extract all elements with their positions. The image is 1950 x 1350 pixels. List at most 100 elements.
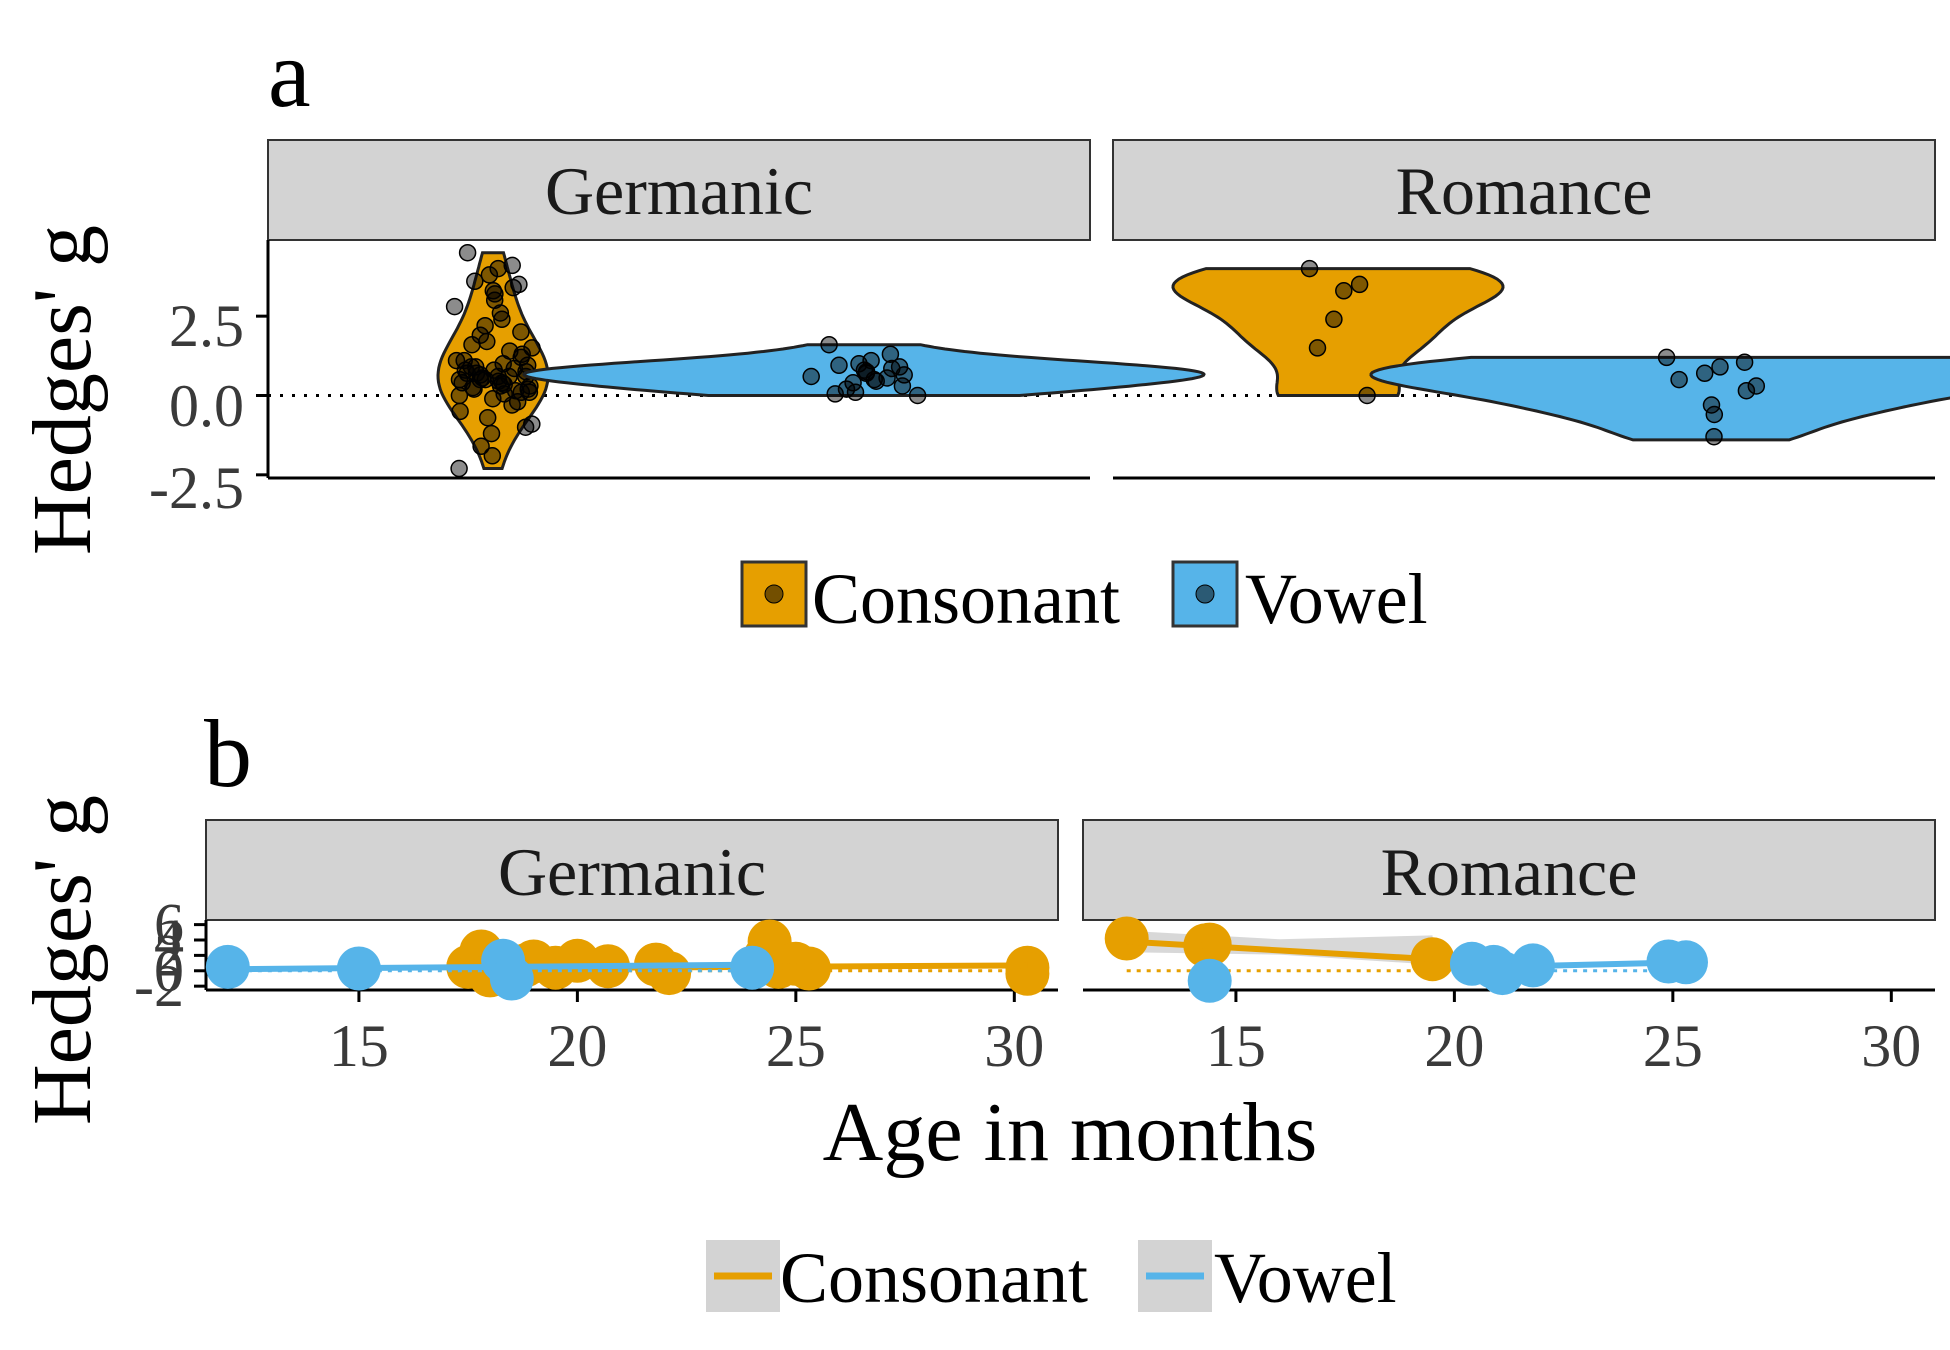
point-germanic-consonant xyxy=(455,351,473,370)
point-germanic-consonant xyxy=(512,323,530,341)
point-germanic-consonant xyxy=(489,259,507,278)
legend-b: Consonant Vowel xyxy=(706,1238,1397,1318)
point-germanic-consonant xyxy=(504,278,522,297)
a-ylabel: Hedges' g xyxy=(16,225,109,555)
point-germanic-consonant xyxy=(472,437,490,456)
point-germanic-consonant xyxy=(503,256,521,275)
point-romance-vowel xyxy=(1705,405,1724,424)
point-romance-vowel xyxy=(1187,958,1232,1003)
point-germanic-vowel xyxy=(846,383,865,402)
point-germanic-vowel xyxy=(205,944,250,989)
point-germanic-consonant xyxy=(466,272,484,291)
point-germanic-vowel xyxy=(826,385,844,403)
point-romance-vowel xyxy=(1735,353,1754,371)
point-romance-vowel xyxy=(1670,370,1688,389)
b-ytick-3: 0 xyxy=(154,938,184,1004)
legend-a-vowel-dot xyxy=(1195,584,1215,604)
point-germanic-consonant xyxy=(483,447,502,465)
panel-a-tag: a xyxy=(268,20,311,127)
point-germanic-consonant xyxy=(478,332,496,351)
strip-b-romance-label: Romance xyxy=(1381,834,1638,910)
legend-a-consonant-dot xyxy=(764,584,784,604)
point-germanic-vowel xyxy=(908,386,927,405)
point-germanic-consonant xyxy=(450,386,469,405)
strip-a-germanic xyxy=(267,139,1091,241)
point-germanic-consonant xyxy=(463,335,481,354)
point-romance-consonant xyxy=(1335,282,1353,300)
panel-b-plot: 15 20 25 30 15 20 25 30 xyxy=(204,916,1935,1079)
a-ytick-2.5: 2.5 xyxy=(169,293,244,359)
b-ylabel: Hedges' g xyxy=(16,795,109,1125)
legend-a: Consonant Vowel xyxy=(740,559,1428,639)
point-germanic-consonant xyxy=(491,304,510,322)
point-romance-vowel xyxy=(1705,427,1723,446)
point-romance-vowel xyxy=(1737,381,1756,400)
legend-b-consonant-label: Consonant xyxy=(780,1238,1088,1318)
point-romance-consonant xyxy=(1358,386,1376,405)
point-germanic-consonant xyxy=(478,408,497,427)
point-germanic-consonant xyxy=(485,361,503,379)
b-ytick-4: -2 xyxy=(134,953,184,1019)
point-romance-consonant xyxy=(1300,259,1319,278)
legend-a-vowel-label: Vowel xyxy=(1245,559,1428,639)
b-xtick-germanic-20: 20 xyxy=(547,1013,607,1079)
violin-romance-consonant xyxy=(1171,267,1505,397)
point-germanic-vowel xyxy=(830,356,848,375)
point-germanic-consonant xyxy=(450,459,468,478)
point-germanic-consonant xyxy=(480,266,499,284)
b-xtick-germanic-15: 15 xyxy=(329,1013,389,1079)
b-xtick-germanic-30: 30 xyxy=(984,1013,1044,1079)
b-xtick-romance-25: 25 xyxy=(1643,1013,1703,1079)
legend-b-vowel-label: Vowel xyxy=(1214,1238,1397,1318)
point-germanic-vowel xyxy=(802,367,820,386)
strip-b-germanic xyxy=(205,819,1059,921)
violin-germanic-consonant xyxy=(436,251,550,470)
panel-b-tag: b xyxy=(204,700,252,807)
strip-a-romance-label: Romance xyxy=(1396,153,1653,229)
point-germanic-consonant xyxy=(503,396,521,414)
point-germanic-consonant xyxy=(486,285,504,303)
point-germanic-consonant xyxy=(520,383,539,402)
point-germanic-consonant xyxy=(516,418,535,436)
point-germanic-consonant xyxy=(647,951,692,996)
point-germanic-consonant xyxy=(458,243,477,262)
point-germanic-vowel xyxy=(820,335,838,354)
point-romance-consonant xyxy=(1308,339,1327,357)
b-ytick-2: 2 xyxy=(154,922,184,988)
b-ytick-0: 6 xyxy=(154,892,184,958)
point-germanic-vowel xyxy=(895,366,913,384)
point-germanic-consonant xyxy=(451,402,469,421)
point-romance-consonant xyxy=(1104,916,1149,961)
strip-a-romance xyxy=(1112,139,1936,241)
point-germanic-consonant xyxy=(493,310,511,329)
b-xtick-romance-20: 20 xyxy=(1424,1013,1484,1079)
b-xlabel: Age in months xyxy=(823,1086,1318,1179)
strip-b-romance xyxy=(1082,819,1936,921)
point-germanic-vowel xyxy=(489,956,534,1001)
b-xtick-romance-15: 15 xyxy=(1206,1013,1266,1079)
violin-romance-vowel xyxy=(1369,355,1950,442)
point-romance-consonant xyxy=(1350,275,1369,294)
point-germanic-consonant xyxy=(482,424,501,443)
strip-b-germanic-label: Germanic xyxy=(498,834,766,910)
b-ytick-1: 4 xyxy=(154,907,184,973)
b-xtick-romance-30: 30 xyxy=(1861,1013,1921,1079)
point-romance-vowel xyxy=(1657,348,1676,367)
point-germanic-vowel xyxy=(881,345,900,363)
fit-line-romance-vowel xyxy=(1463,959,1687,971)
a-ytick-neg2.5: -2.5 xyxy=(149,455,244,521)
point-germanic-consonant xyxy=(484,389,502,408)
point-romance-vowel xyxy=(1711,358,1729,376)
point-germanic-consonant xyxy=(500,367,518,386)
point-romance-vowel xyxy=(1695,364,1714,383)
point-germanic-vowel xyxy=(867,372,885,390)
point-germanic-consonant xyxy=(1005,951,1050,996)
fit-line-germanic-vowel xyxy=(227,961,766,973)
a-ytick-0.0: 0.0 xyxy=(169,373,244,439)
point-germanic-consonant xyxy=(450,370,469,389)
panel-a-plot xyxy=(256,240,1950,480)
b-xtick-germanic-25: 25 xyxy=(766,1013,826,1079)
fit-line-romance-consonant xyxy=(1126,938,1433,963)
